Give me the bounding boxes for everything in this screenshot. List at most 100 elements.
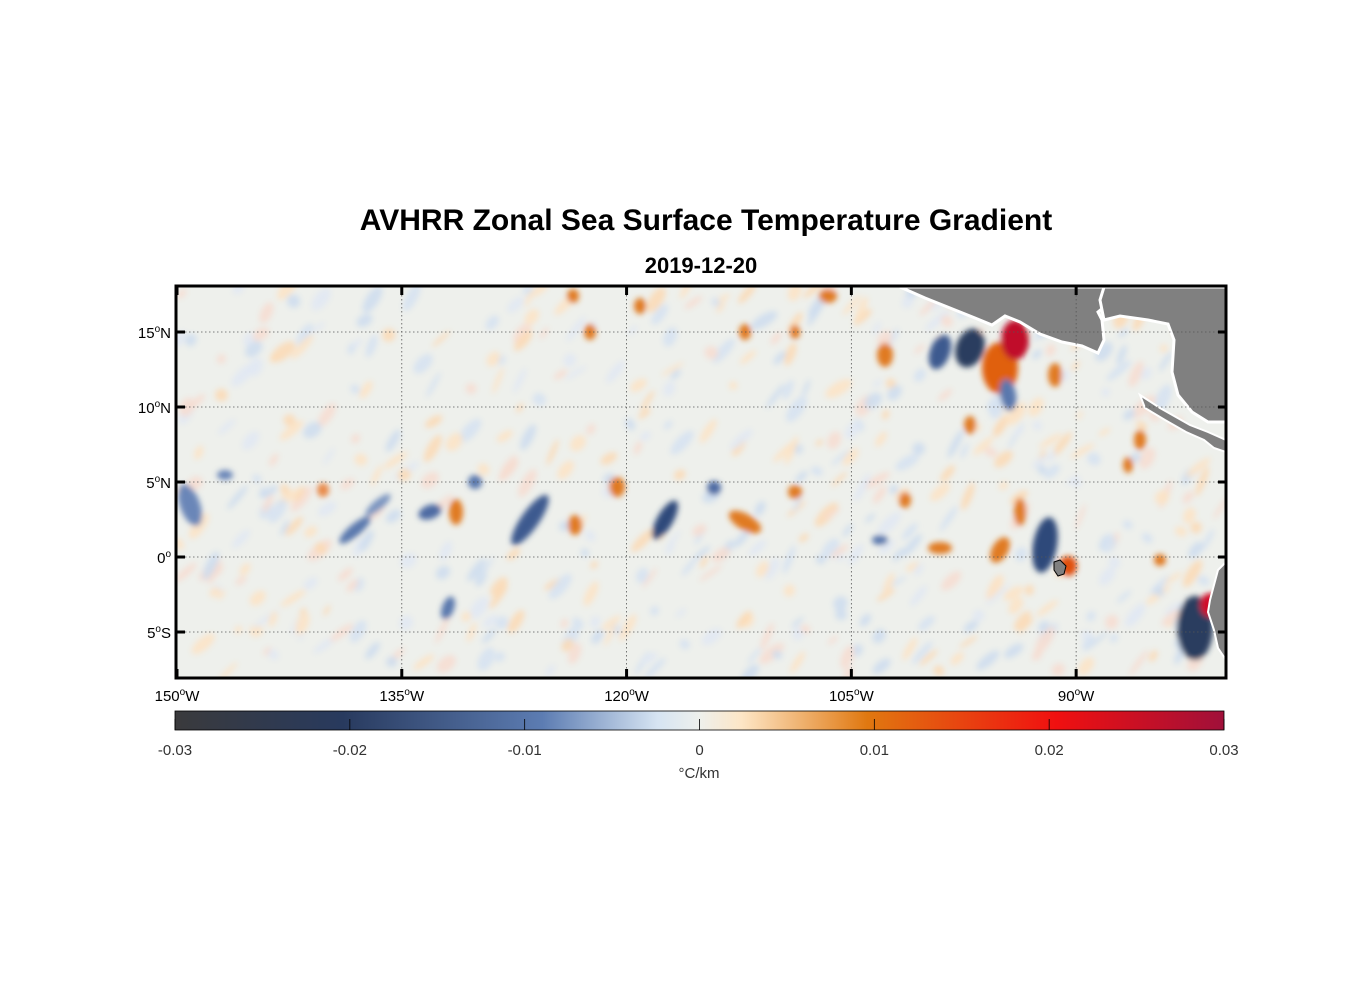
gradient-feature [990,537,1010,563]
gradient-patch [651,303,669,325]
gradient-patch [872,379,882,388]
gradient-patch [362,287,383,313]
gradient-patch [1013,611,1031,631]
gradient-patch [701,628,722,646]
gradient-patch [486,351,501,367]
gradient-patch [482,628,496,644]
gradient-patch [783,584,795,597]
gradient-patch [835,608,847,621]
gradient-patch [913,368,926,382]
gradient-patch [560,618,569,629]
gradient-patch [1032,421,1042,431]
gradient-feature [567,289,579,303]
gradient-patch [663,381,676,397]
gradient-patch [845,422,860,439]
map-axes: 150oW 135oW 120oW 105oW 90oW 15oN 10oN 5oN 0o 5oS [138,286,1227,705]
gradient-patch [323,448,335,465]
gradient-patch [268,649,279,660]
gradient-patch [356,313,373,328]
gradient-patch [490,577,508,597]
gradient-patch [1101,533,1114,545]
gradient-patch [1082,635,1095,650]
gradient-patch [906,562,920,572]
gradient-patch [553,369,568,380]
gradient-patch [1048,449,1056,462]
gradient-patch [791,617,804,628]
gradient-patch [303,421,322,439]
gradient-patch [280,520,290,536]
gradient-patch [741,664,759,677]
gradient-patch [570,435,586,452]
gradient-patch [564,366,587,380]
gradient-patch [810,466,823,476]
gradient-patch [864,471,890,489]
gradient-patch [280,589,307,607]
gradient-patch [984,446,998,458]
map-subtitle: 2019-12-20 [644,253,758,278]
gradient-patch [252,474,262,484]
gradient-patch [1008,597,1024,615]
gradient-patch [563,353,576,367]
gradient-feature [177,484,203,526]
gradient-feature [728,510,762,534]
gradient-patch [827,635,838,645]
gradient-patch [877,330,893,348]
gradient-patch [270,341,296,363]
gradient-patch [914,344,925,354]
gradient-feature [1014,498,1026,526]
gradient-patch [739,350,757,365]
gradient-patch [670,430,694,455]
gradient-patch [1127,609,1143,624]
lon-tick-label: 90oW [1058,687,1095,705]
gradient-patch [789,651,806,674]
gradient-patch [1014,426,1025,436]
gradient-patch [259,487,268,499]
gradient-feature [928,334,952,370]
gradient-patch [1003,586,1024,601]
gradient-feature [899,492,911,508]
colorbar-tick-label: 0.03 [1209,742,1238,759]
lon-tick-label: 120oW [604,687,650,705]
gradient-patch [815,439,824,447]
lon-tick-label: 105oW [829,687,875,705]
gradient-patch [477,647,495,671]
gradient-patch [729,381,738,390]
gradient-patch [792,494,802,513]
gradient-patch [1070,443,1095,459]
gradient-feature [1001,320,1029,360]
gradient-patch [901,296,914,309]
gradient-feature [418,504,442,520]
gradient-feature [365,494,391,516]
gradient-patch [1078,657,1095,676]
gradient-patch [912,641,933,665]
gradient-patch [279,420,304,441]
gradient-patch [359,530,374,552]
gradient-patch [972,609,985,622]
gradient-feature [1123,457,1133,473]
gradient-patch [494,651,505,662]
lon-tick-label: 150oW [155,687,201,705]
gradient-patch [354,453,368,466]
gradient-patch [187,476,203,491]
gradient-patch [385,429,401,452]
gradient-patch [786,396,807,422]
gradient-patch [798,533,809,543]
gradient-patch [1101,388,1111,397]
gradient-patch [461,611,472,622]
gradient-patch [1006,403,1026,426]
gradient-patch [399,615,413,630]
gradient-patch [684,295,703,309]
gradient-patch [842,448,859,466]
gradient-patch [466,622,477,643]
gradient-patch [919,649,938,666]
gradient-patch [947,429,964,458]
gradient-patch [283,414,296,427]
gradient-patch [520,424,537,451]
gradient-patch [296,323,314,347]
gradient-patch [499,455,518,480]
gradient-patch [1014,547,1028,562]
gradient-patch [661,362,684,376]
gradient-patch [467,558,486,582]
gradient-patch [1051,432,1072,457]
gradient-patch [1087,452,1101,466]
